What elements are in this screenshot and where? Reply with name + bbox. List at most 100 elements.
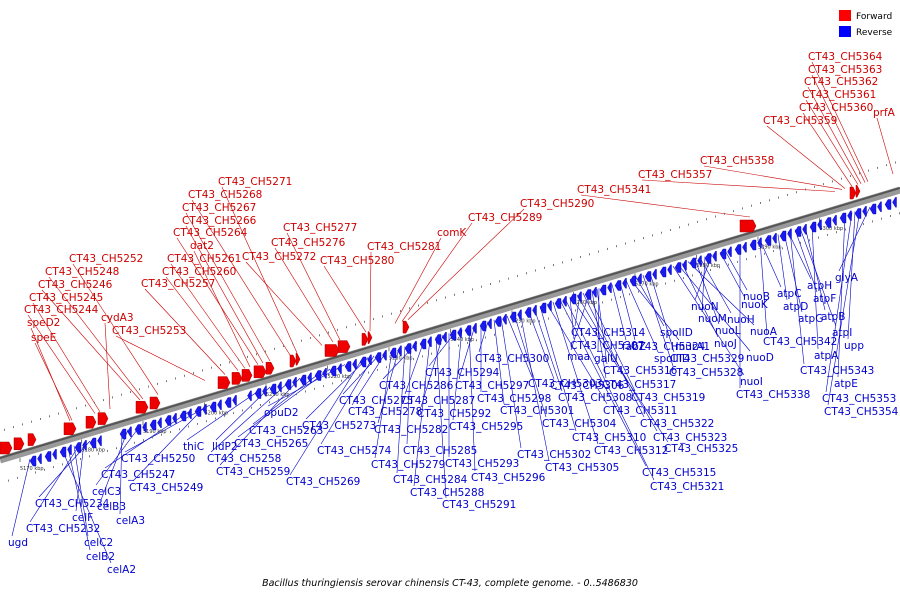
figure-caption: Bacillus thuringiensis serovar chinensis… [262, 578, 638, 589]
reverse-track-dot [503, 331, 504, 334]
reverse-gene [494, 316, 502, 327]
reverse-gene [577, 291, 582, 302]
forward-gene [337, 340, 351, 353]
forward-gene-label: CT43_CH5363 [808, 64, 882, 76]
forward-connector [185, 212, 271, 362]
reverse-gene [52, 449, 57, 460]
reverse-track-dot [404, 360, 405, 363]
reverse-gene-label: nuoL [715, 325, 741, 337]
forward-track-dot [562, 261, 563, 264]
reverse-gene-label: CT43_CH5279 [371, 459, 445, 471]
reverse-connector [847, 211, 856, 340]
reverse-gene-label: CT43_CH5308 [558, 392, 632, 404]
reverse-gene [509, 311, 517, 323]
reverse-gene [209, 401, 217, 413]
ruler-ticks: 5170 kbp 5180 kbp 5190 kbp 5200 kbp 5210 kbp… [4, 161, 900, 482]
reverse-track-dot [881, 217, 882, 220]
reverse-track-dot [440, 350, 441, 352]
reverse-gene [712, 251, 717, 262]
reverse-connector [305, 357, 369, 420]
forward-track-dot [265, 350, 266, 353]
reverse-gene [862, 206, 867, 217]
reverse-gene [472, 323, 477, 334]
forward-track-dot [427, 301, 428, 304]
forward-gene-label: speD2 [27, 317, 60, 329]
reverse-connector [406, 344, 412, 445]
forward-track-dot [175, 377, 176, 380]
reverse-connector [500, 317, 522, 449]
reverse-connector [838, 206, 871, 272]
reverse-track-dot [26, 474, 27, 477]
forward-track-dot [454, 293, 455, 296]
reverse-gene [802, 224, 807, 235]
reverse-connector [635, 277, 665, 327]
reverse-gene [877, 201, 882, 212]
forward-track-dot [94, 401, 95, 404]
forward-gene-label: CT43_CH5281 [367, 241, 441, 253]
legend: Forward Reverse [839, 10, 893, 38]
forward-gene-label: CT43_CH5266 [182, 215, 257, 227]
reverse-gene [457, 327, 462, 338]
forward-gene-label: CT43_CH5341 [577, 184, 651, 196]
forward-track-dot [220, 364, 221, 366]
reverse-connector [132, 406, 206, 482]
reverse-connector [374, 350, 393, 459]
forward-connector [245, 261, 323, 346]
ruler-tick-label: 5200 kbp [205, 411, 229, 417]
reverse-track-dot [467, 341, 468, 344]
reverse-gene [764, 235, 772, 246]
reverse-gene [194, 406, 202, 417]
reverse-track-dot [215, 417, 216, 420]
forward-track-dot [409, 307, 410, 310]
reverse-gene-label: CT43_CH5319 [631, 392, 705, 404]
reverse-gene-label: nuoI [740, 376, 763, 388]
reverse-track-dot [764, 252, 765, 255]
reverse-track-dot [251, 406, 252, 409]
forward-track-dot [661, 231, 662, 234]
reverse-gene-label: celB2 [86, 551, 115, 563]
reverse-track-dot [719, 266, 720, 269]
reverse-connector [420, 335, 444, 408]
reverse-gene-label: CT43_CH5295 [449, 421, 523, 433]
forward-track-dot [184, 374, 185, 377]
reverse-gene-label: opuD2 [264, 407, 299, 419]
reverse-gene [97, 435, 102, 446]
ruler-tick-label: 5170 kbp [20, 466, 44, 472]
genome-backbone [0, 187, 900, 459]
reverse-track-dot [566, 312, 567, 315]
reverse-connector [649, 272, 675, 353]
forward-connector [394, 237, 442, 324]
reverse-gene [599, 284, 607, 296]
forward-track-dot [499, 280, 500, 283]
forward-gene [265, 361, 275, 375]
reverse-gene-label: CT43_CH5293 [445, 458, 519, 470]
forward-gene-label: CT43_CH5272 [242, 251, 316, 263]
forward-gene [324, 344, 340, 357]
reverse-gene-label: upp [844, 340, 864, 352]
forward-connector [34, 342, 73, 421]
forward-track-dot [508, 277, 509, 280]
reverse-track-dot [692, 274, 693, 277]
reverse-track-dot [143, 439, 144, 442]
reverse-connector [527, 309, 555, 380]
reverse-gene [37, 453, 42, 464]
reverse-gene [187, 408, 192, 419]
forward-gene-label: prfA [873, 107, 896, 119]
reverse-track-dot [422, 355, 423, 358]
forward-track-dot [634, 239, 635, 242]
reverse-gene-label: CT43_CH5232 [26, 523, 100, 535]
reverse-gene-label: CT43_CH5311 [603, 405, 677, 417]
reverse-track-dot [134, 441, 135, 444]
forward-track-dot [535, 269, 536, 272]
forward-gene-label: CT43_CH5361 [802, 89, 876, 101]
reverse-gene [824, 217, 832, 228]
reverse-track-dot [242, 409, 243, 412]
reverse-gene [134, 424, 142, 435]
forward-track-dot [796, 191, 797, 194]
forward-track-dot [886, 164, 887, 167]
forward-gene [295, 352, 301, 366]
reverse-track-dot [584, 306, 585, 309]
forward-track-dot [724, 212, 725, 215]
reverse-gene [659, 266, 667, 278]
